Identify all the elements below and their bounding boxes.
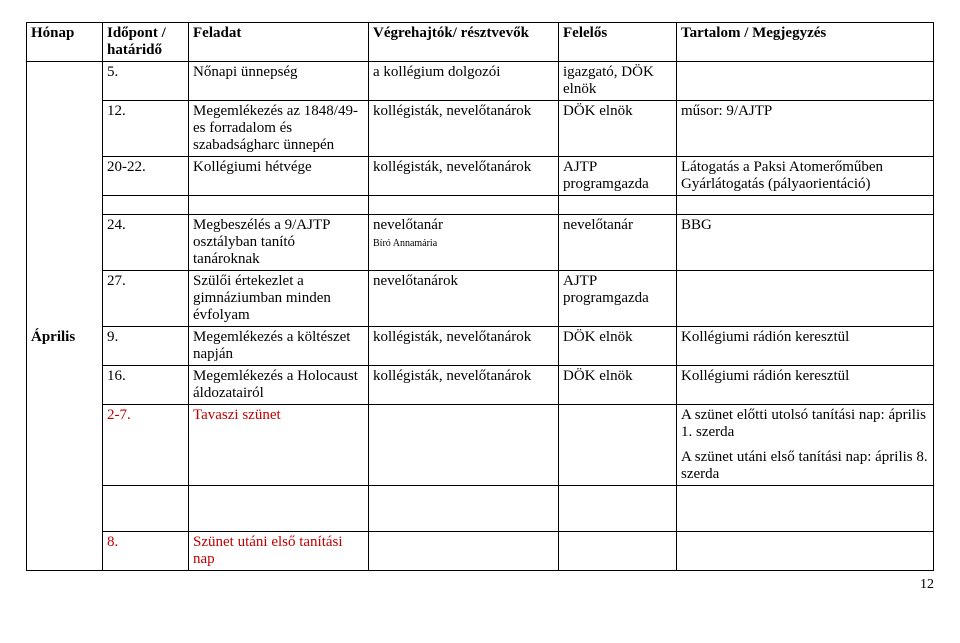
table-header-row: Hónap Időpont / határidő Feladat Végreha… [27, 23, 934, 62]
cell-executors: kollégisták, nevelőtanárok [369, 157, 559, 196]
cell-task: Szülői értekezlet a gimnáziumban minden … [189, 271, 369, 327]
cell-executors: a kollégium dolgozói [369, 62, 559, 101]
cell-date: 8. [103, 532, 189, 571]
cell-executors-subtext: Bíró Annamária [373, 238, 437, 249]
cell-responsible [559, 532, 677, 571]
cell-month [27, 157, 103, 196]
cell-date: 12. [103, 101, 189, 157]
cell-responsible: AJTP programgazda [559, 157, 677, 196]
cell-responsible: AJTP programgazda [559, 271, 677, 327]
cell-responsible: nevelőtanár [559, 215, 677, 271]
table-spacer [27, 486, 934, 532]
table-row: 8. Szünet utáni első tanítási nap [27, 532, 934, 571]
cell-date: 24. [103, 215, 189, 271]
cell-task: Nőnapi ünnepség [189, 62, 369, 101]
cell-executors [369, 405, 559, 486]
cell-notes: Látogatás a Paksi Atomerőműben Gyárlátog… [677, 157, 934, 196]
cell-executors: kollégisták, nevelőtanárok [369, 366, 559, 405]
cell-month [27, 271, 103, 327]
table-row: 20-22. Kollégiumi hétvége kollégisták, n… [27, 157, 934, 196]
cell-month: Április [27, 327, 103, 366]
cell-notes [677, 532, 934, 571]
cell-notes: A szünet előtti utolsó tanítási nap: ápr… [677, 405, 934, 486]
table-row: 24. Megbeszélés a 9/AJTP osztályban taní… [27, 215, 934, 271]
cell-task: Megemlékezés a Holocaust áldozatairól [189, 366, 369, 405]
cell-task: Megemlékezés az 1848/49-es forradalom és… [189, 101, 369, 157]
cell-month [27, 62, 103, 101]
cell-date: 20-22. [103, 157, 189, 196]
cell-notes: BBG [677, 215, 934, 271]
cell-notes-line1: A szünet előtti utolsó tanítási nap: ápr… [681, 407, 929, 441]
cell-responsible: DÖK elnök [559, 101, 677, 157]
cell-notes-line2: A szünet utáni első tanítási nap: áprili… [681, 449, 929, 483]
col-notes: Tartalom / Megjegyzés [677, 23, 934, 62]
cell-task: Tavaszi szünet [189, 405, 369, 486]
cell-notes: Kollégiumi rádión keresztül [677, 327, 934, 366]
cell-month [27, 405, 103, 486]
cell-date: 16. [103, 366, 189, 405]
cell-task: Megbeszélés a 9/AJTP osztályban tanító t… [189, 215, 369, 271]
table-row: 12. Megemlékezés az 1848/49-es forradalo… [27, 101, 934, 157]
cell-responsible [559, 405, 677, 486]
schedule-table: Hónap Időpont / határidő Feladat Végreha… [26, 22, 934, 571]
cell-month [27, 366, 103, 405]
table-spacer [27, 196, 934, 215]
cell-date: 5. [103, 62, 189, 101]
table-row: 16. Megemlékezés a Holocaust áldozatairó… [27, 366, 934, 405]
cell-task: Szünet utáni első tanítási nap [189, 532, 369, 571]
col-responsible: Felelős [559, 23, 677, 62]
cell-responsible: igazgató, DÖK elnök [559, 62, 677, 101]
cell-date: 2-7. [103, 405, 189, 486]
cell-executors-text: nevelőtanár [373, 217, 443, 233]
col-month: Hónap [27, 23, 103, 62]
cell-executors: nevelőtanárok [369, 271, 559, 327]
cell-month [27, 532, 103, 571]
cell-month [27, 215, 103, 271]
cell-month [27, 101, 103, 157]
cell-notes: Kollégiumi rádión keresztül [677, 366, 934, 405]
table-row: 27. Szülői értekezlet a gimnáziumban min… [27, 271, 934, 327]
cell-notes: műsor: 9/AJTP [677, 101, 934, 157]
cell-executors: kollégisták, nevelőtanárok [369, 327, 559, 366]
cell-executors [369, 532, 559, 571]
cell-date: 27. [103, 271, 189, 327]
col-executors: Végrehajtók/ résztvevők [369, 23, 559, 62]
cell-executors: kollégisták, nevelőtanárok [369, 101, 559, 157]
cell-responsible: DÖK elnök [559, 327, 677, 366]
table-row: 2-7. Tavaszi szünet A szünet előtti utol… [27, 405, 934, 486]
col-task: Feladat [189, 23, 369, 62]
cell-task: Kollégiumi hétvége [189, 157, 369, 196]
cell-notes [677, 62, 934, 101]
cell-executors: nevelőtanár Bíró Annamária [369, 215, 559, 271]
table-row: Április 9. Megemlékezés a költészet napj… [27, 327, 934, 366]
cell-notes [677, 271, 934, 327]
table-row: 5. Nőnapi ünnepség a kollégium dolgozói … [27, 62, 934, 101]
cell-task: Megemlékezés a költészet napján [189, 327, 369, 366]
cell-date: 9. [103, 327, 189, 366]
col-date: Időpont / határidő [103, 23, 189, 62]
cell-responsible: DÖK elnök [559, 366, 677, 405]
page-number: 12 [26, 577, 934, 593]
